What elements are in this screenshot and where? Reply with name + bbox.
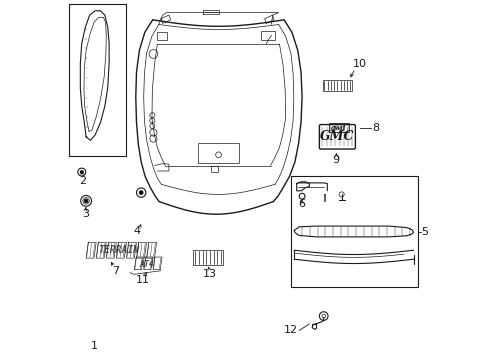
Bar <box>69 4 126 156</box>
Bar <box>322 80 351 91</box>
Text: 8: 8 <box>372 123 379 133</box>
Circle shape <box>84 199 88 203</box>
Bar <box>291 176 417 287</box>
Text: awd: awd <box>330 124 346 132</box>
Text: AT4: AT4 <box>140 260 155 269</box>
Text: 7: 7 <box>112 266 119 276</box>
Text: 2: 2 <box>79 176 86 186</box>
Circle shape <box>80 171 83 174</box>
Text: 10: 10 <box>352 59 366 69</box>
Text: GMC: GMC <box>320 130 354 143</box>
Text: 4: 4 <box>133 226 140 236</box>
Text: TERRAIN: TERRAIN <box>98 245 139 255</box>
Text: 1: 1 <box>90 341 97 351</box>
Bar <box>211 166 218 172</box>
Text: 9: 9 <box>332 155 339 165</box>
Bar <box>193 250 223 265</box>
Text: 6: 6 <box>298 199 305 210</box>
Circle shape <box>139 191 142 194</box>
Bar <box>197 143 239 163</box>
Text: 12: 12 <box>283 325 297 336</box>
Text: 13: 13 <box>203 269 217 279</box>
Bar <box>157 32 167 40</box>
Text: 11: 11 <box>136 275 150 285</box>
Bar <box>260 31 275 40</box>
Text: 3: 3 <box>81 209 89 219</box>
Text: 5: 5 <box>420 227 427 237</box>
